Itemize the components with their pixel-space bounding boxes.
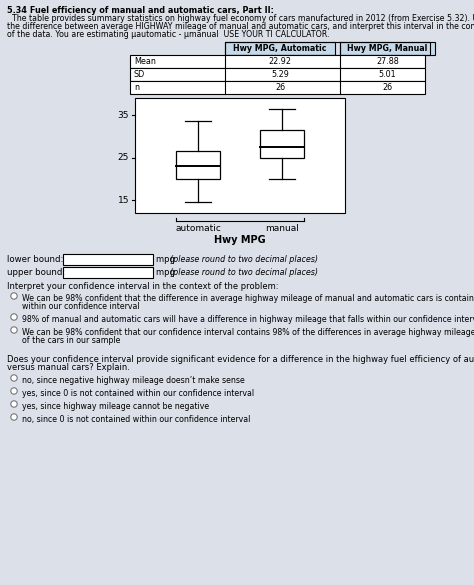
Text: (please round to two decimal places): (please round to two decimal places) (170, 255, 318, 264)
Text: no, since 0 is not contained within our confidence interval: no, since 0 is not contained within our … (22, 415, 250, 424)
Circle shape (11, 388, 17, 394)
Circle shape (11, 327, 17, 333)
Bar (340, 42, 435, 55)
Text: 5.29: 5.29 (271, 70, 289, 79)
Circle shape (11, 375, 17, 381)
Text: 15: 15 (118, 196, 129, 205)
Circle shape (11, 414, 17, 420)
Bar (130, 81, 425, 94)
Text: We can be 98% confident that our confidence interval contains 98% of the differe: We can be 98% confident that our confide… (22, 328, 474, 337)
Text: mpg: mpg (156, 255, 177, 264)
Text: automatic: automatic (175, 224, 221, 233)
Text: no, since negative highway mileage doesn’t make sense: no, since negative highway mileage doesn… (22, 376, 245, 385)
Text: 5.01: 5.01 (379, 70, 396, 79)
Bar (260, 130, 304, 157)
Text: Hwy MPG: Hwy MPG (214, 235, 266, 245)
Circle shape (11, 401, 17, 407)
Bar (130, 68, 425, 81)
Text: lower bound:: lower bound: (7, 255, 64, 264)
Bar (135, 98, 345, 213)
Text: Hwy MPG, Manual: Hwy MPG, Manual (347, 44, 428, 53)
Text: 26: 26 (275, 83, 285, 92)
Bar (63, 254, 153, 265)
Bar (130, 42, 220, 55)
Text: 25: 25 (118, 153, 129, 162)
Text: the difference between average HIGHWAY mileage of manual and automatic cars, and: the difference between average HIGHWAY m… (7, 22, 474, 31)
Text: n: n (134, 83, 139, 92)
Text: within our confidence interval: within our confidence interval (22, 302, 140, 311)
Text: 22.92: 22.92 (268, 57, 292, 66)
Bar (225, 42, 430, 55)
Text: of the cars in our sample: of the cars in our sample (22, 336, 120, 345)
Text: versus manual cars? Explain.: versus manual cars? Explain. (7, 363, 130, 372)
Text: 5.34 Fuel efficiency of manual and automatic cars, Part II:: 5.34 Fuel efficiency of manual and autom… (7, 6, 274, 15)
Text: manual: manual (265, 224, 299, 233)
Circle shape (11, 314, 17, 320)
Text: 98% of manual and automatic cars will have a difference in highway mileage that : 98% of manual and automatic cars will ha… (22, 315, 474, 324)
Text: Mean: Mean (134, 57, 156, 66)
Text: We can be 98% confident that the difference in average highway mileage of manual: We can be 98% confident that the differe… (22, 294, 474, 303)
Text: The table provides summary statistics on highway fuel economy of cars manufactur: The table provides summary statistics on… (7, 14, 474, 23)
Bar (225, 42, 335, 55)
Text: upper bound:: upper bound: (7, 268, 65, 277)
Text: 26: 26 (383, 83, 392, 92)
Text: 35: 35 (118, 111, 129, 119)
Circle shape (11, 293, 17, 299)
Text: yes, since 0 is not contained within our confidence interval: yes, since 0 is not contained within our… (22, 389, 254, 398)
Text: Interpret your confidence interval in the context of the problem:: Interpret your confidence interval in th… (7, 282, 279, 291)
Bar (63, 267, 153, 278)
Text: of the data. You are estimating μautomatic - μmanual  USE YOUR TI CALCULATOR.: of the data. You are estimating μautomat… (7, 30, 329, 39)
Bar (130, 55, 425, 68)
Text: yes, since highway mileage cannot be negative: yes, since highway mileage cannot be neg… (22, 402, 209, 411)
Text: SD: SD (134, 70, 145, 79)
Text: mpg: mpg (156, 268, 177, 277)
Text: 27.88: 27.88 (376, 57, 399, 66)
Text: Does your confidence interval provide significant evidence for a difference in t: Does your confidence interval provide si… (7, 355, 474, 364)
Bar (176, 152, 220, 179)
Text: Hwy MPG, Automatic: Hwy MPG, Automatic (233, 44, 327, 53)
Text: (please round to two decimal places): (please round to two decimal places) (170, 268, 318, 277)
